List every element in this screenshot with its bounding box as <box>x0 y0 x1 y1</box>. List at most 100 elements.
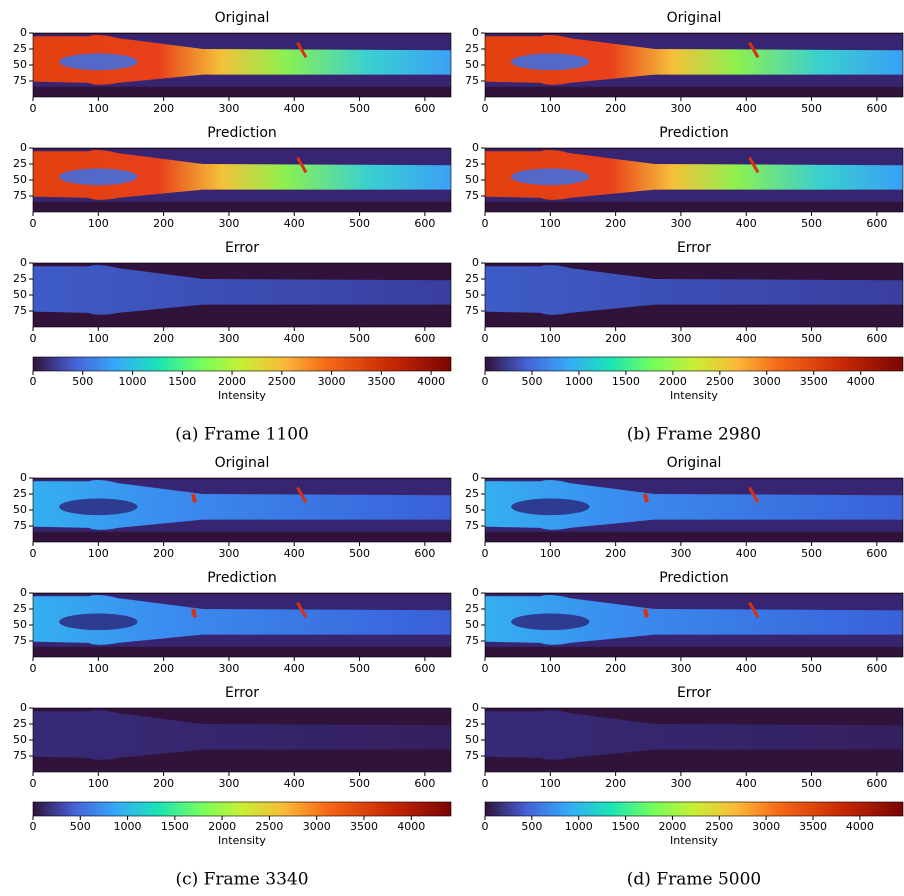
y-tick-label: 0 <box>20 256 27 269</box>
y-tick-label: 0 <box>472 471 479 484</box>
colorbar-tick-label: 3000 <box>303 820 331 833</box>
y-tick-label: 0 <box>20 586 27 599</box>
x-tick-label: 0 <box>30 662 37 675</box>
x-tick-label: 600 <box>414 662 435 675</box>
x-tick-label: 400 <box>284 777 305 790</box>
x-tick-label: 300 <box>218 102 239 115</box>
heatmap-channel <box>485 34 903 85</box>
heatmap-streak <box>643 493 649 503</box>
x-tick-label: 400 <box>736 547 757 560</box>
heatmap-channel <box>33 264 451 315</box>
y-tick-label: 50 <box>13 173 27 186</box>
y-tick-label: 50 <box>465 503 479 516</box>
x-tick-label: 0 <box>30 547 37 560</box>
x-tick-label: 100 <box>88 777 109 790</box>
caption: (a) Frame 1100 <box>175 425 309 445</box>
y-tick-label: 75 <box>465 634 479 647</box>
colorbar-tick-label: 3000 <box>753 375 781 388</box>
y-tick-label: 75 <box>13 74 27 87</box>
subplot-title: Error <box>677 685 711 701</box>
x-tick-label: 400 <box>736 332 757 345</box>
heatmap-core <box>511 613 590 631</box>
colorbar-tick-label: 2500 <box>705 820 733 833</box>
x-tick-label: 600 <box>414 547 435 560</box>
colorbar-tick-label: 2500 <box>706 375 734 388</box>
colorbar-tick-label: 4000 <box>397 820 425 833</box>
x-tick-label: 400 <box>736 217 757 230</box>
x-tick-label: 100 <box>540 662 561 675</box>
y-tick-label: 75 <box>13 519 27 532</box>
heatmap-channel <box>485 149 903 200</box>
x-tick-label: 600 <box>866 332 887 345</box>
colorbar-tick-label: 2000 <box>208 820 236 833</box>
heatmap-streak <box>748 486 760 504</box>
y-tick-label: 50 <box>465 618 479 631</box>
colorbar-tick-label: 0 <box>482 820 489 833</box>
y-tick-label: 0 <box>472 586 479 599</box>
x-tick-label: 500 <box>801 217 822 230</box>
y-tick-label: 25 <box>465 272 479 285</box>
x-tick-label: 100 <box>88 217 109 230</box>
y-tick-label: 50 <box>465 288 479 301</box>
x-tick-label: 300 <box>670 662 691 675</box>
x-tick-label: 300 <box>670 217 691 230</box>
colorbar-tick-label: 4000 <box>417 375 445 388</box>
x-tick-label: 0 <box>30 332 37 345</box>
x-tick-label: 0 <box>30 102 37 115</box>
colorbar <box>484 356 904 372</box>
x-tick-label: 600 <box>866 547 887 560</box>
heatmap-streak <box>296 486 308 504</box>
subplot-title: Error <box>225 685 259 701</box>
heatmap-core <box>59 613 138 631</box>
y-tick-label: 75 <box>13 189 27 202</box>
subplot-title: Original <box>215 10 270 26</box>
colorbar-tick-label: 1000 <box>565 820 593 833</box>
x-tick-label: 100 <box>88 547 109 560</box>
x-tick-label: 300 <box>218 332 239 345</box>
x-tick-label: 200 <box>605 102 626 115</box>
y-tick-label: 75 <box>465 74 479 87</box>
x-tick-label: 300 <box>670 777 691 790</box>
colorbar-tick-label: 0 <box>482 375 489 388</box>
x-tick-label: 500 <box>349 547 370 560</box>
colorbar-tick-label: 3000 <box>752 820 780 833</box>
y-tick-label: 0 <box>20 141 27 154</box>
y-tick-label: 0 <box>472 141 479 154</box>
x-tick-label: 300 <box>218 547 239 560</box>
y-tick-label: 0 <box>20 701 27 714</box>
x-tick-label: 300 <box>670 332 691 345</box>
y-tick-label: 25 <box>13 272 27 285</box>
colorbar-tick-label: 1500 <box>612 375 640 388</box>
colorbar-label: Intensity <box>670 389 718 402</box>
x-tick-label: 0 <box>30 217 37 230</box>
colorbar-label: Intensity <box>670 834 718 847</box>
x-tick-label: 0 <box>482 332 489 345</box>
x-tick-label: 400 <box>284 547 305 560</box>
x-tick-label: 600 <box>866 217 887 230</box>
heatmap-channel <box>485 709 903 760</box>
colorbar-tick-label: 0 <box>30 375 37 388</box>
colorbar-tick-label: 4000 <box>847 375 875 388</box>
y-tick-label: 75 <box>465 519 479 532</box>
y-tick-label: 50 <box>13 503 27 516</box>
colorbar-tick-label: 0 <box>30 820 37 833</box>
subplot-title: Prediction <box>207 570 277 586</box>
x-tick-label: 400 <box>284 102 305 115</box>
heatmap-channel <box>485 479 903 530</box>
x-tick-label: 100 <box>540 217 561 230</box>
heatmap-channel <box>33 479 451 530</box>
x-tick-label: 100 <box>540 547 561 560</box>
x-tick-label: 0 <box>482 662 489 675</box>
x-tick-label: 200 <box>153 217 174 230</box>
colorbar-tick-label: 500 <box>521 820 542 833</box>
y-tick-label: 25 <box>465 42 479 55</box>
y-tick-label: 25 <box>13 157 27 170</box>
colorbar-tick-label: 500 <box>521 375 542 388</box>
y-tick-label: 50 <box>13 58 27 71</box>
y-tick-label: 75 <box>13 749 27 762</box>
colorbar-tick-label: 1000 <box>565 375 593 388</box>
x-tick-label: 100 <box>88 332 109 345</box>
x-tick-label: 0 <box>482 547 489 560</box>
y-tick-label: 25 <box>13 717 27 730</box>
